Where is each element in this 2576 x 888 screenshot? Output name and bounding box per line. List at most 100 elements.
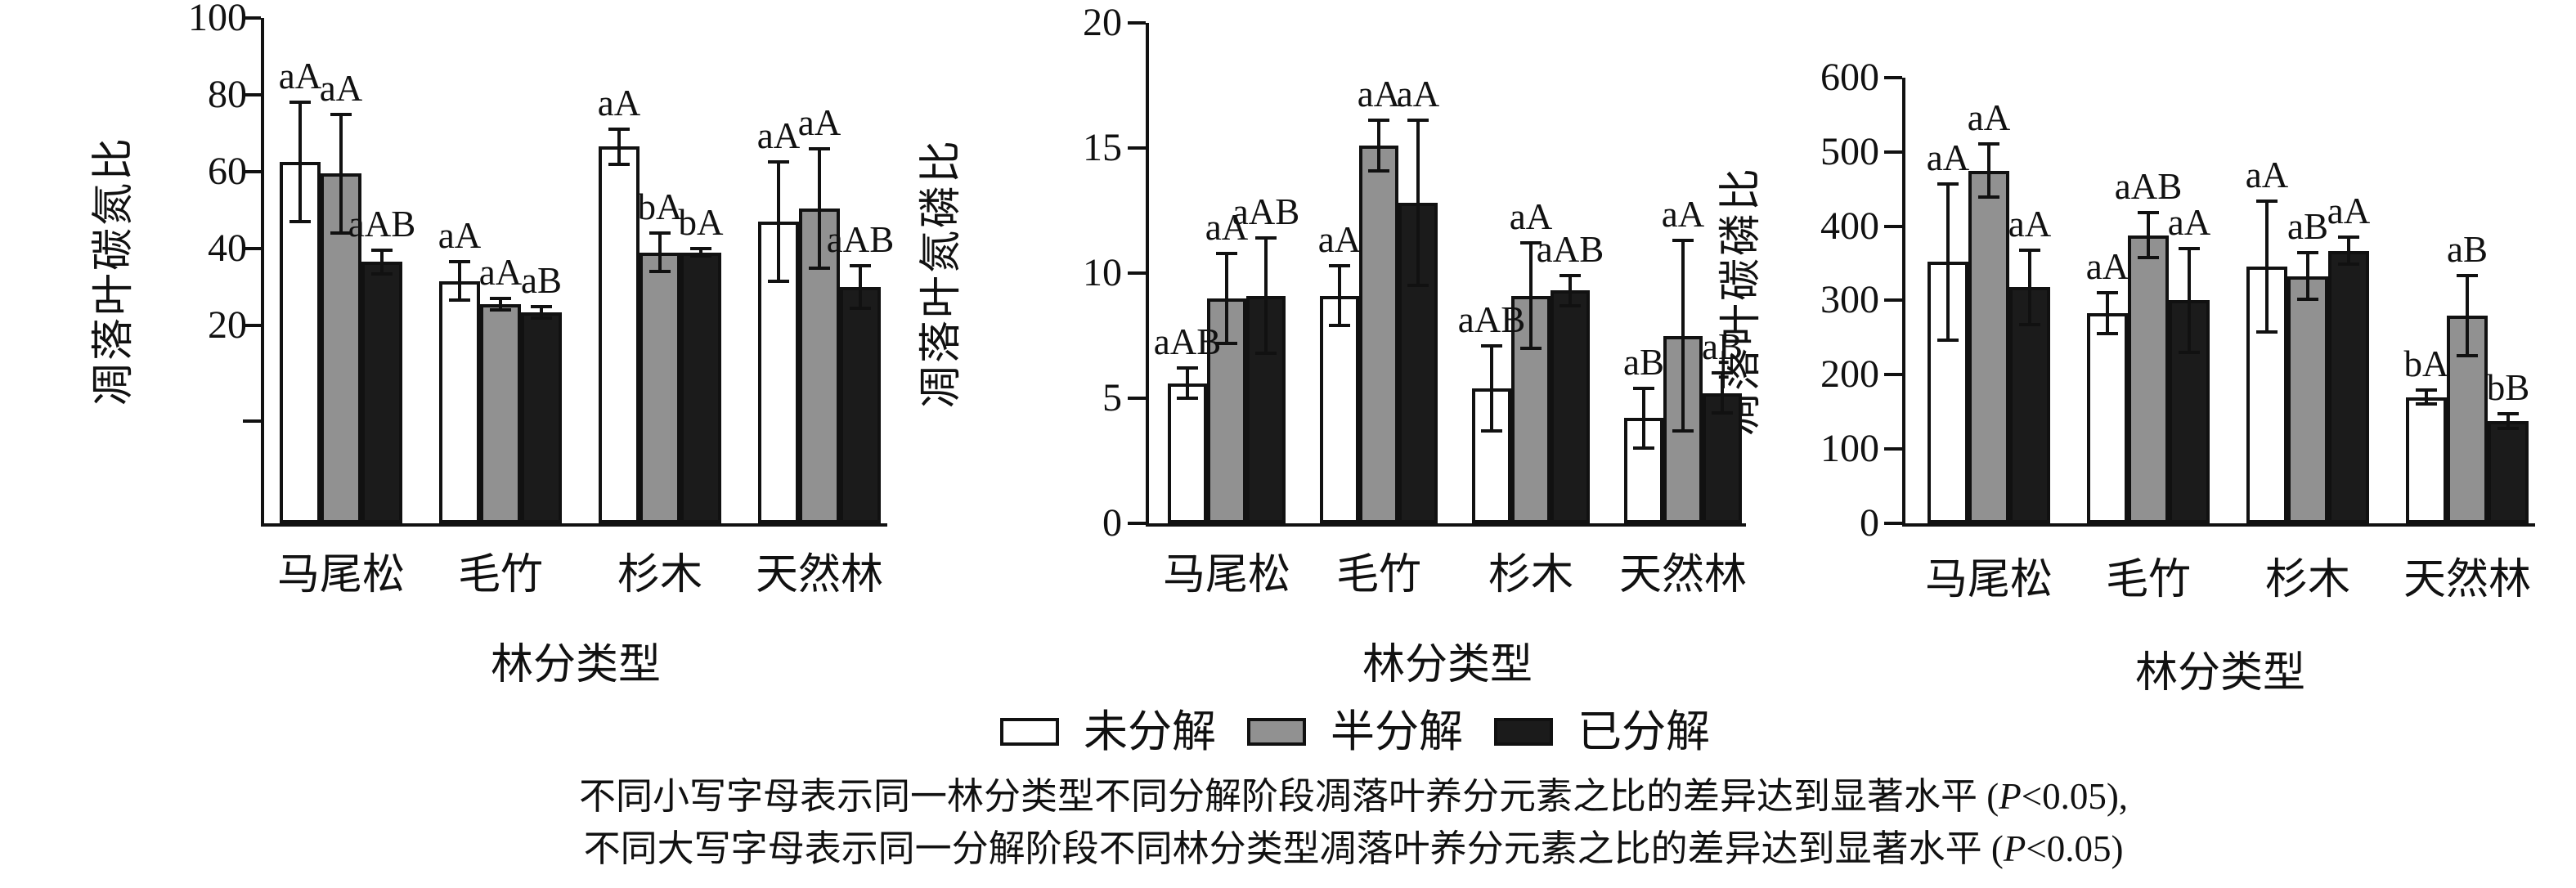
- error-bar-cap-bottom: [1255, 352, 1277, 355]
- error-bar-line: [298, 102, 302, 222]
- error-bar-cap-top: [2416, 388, 2437, 392]
- legend-swatch-white: [1000, 718, 1059, 746]
- legend-item: 未分解: [1000, 708, 1216, 756]
- category-label: 天然林: [755, 552, 883, 599]
- error-bar-line: [499, 298, 502, 310]
- significance-letters: aAB: [1457, 299, 1526, 340]
- y-tick-label: 200: [1820, 352, 1879, 396]
- error-bar-cap-top: [1560, 274, 1581, 277]
- significance-letters: aAB: [1232, 191, 1300, 232]
- y-tick-label: 20: [1083, 1, 1122, 44]
- y-axis-line: [1146, 23, 1149, 527]
- significance-letters: aA: [278, 56, 322, 96]
- error-bar-cap-top: [768, 160, 789, 164]
- error-bar-cap-top: [850, 264, 871, 267]
- error-bar-line: [777, 162, 780, 281]
- significance-letters: aAB: [1536, 229, 1604, 270]
- bar: [1168, 383, 1207, 523]
- y-tick-label: 400: [1820, 204, 1879, 248]
- error-bar-cap-bottom: [2338, 262, 2359, 266]
- error-bar-cap-bottom: [330, 231, 352, 235]
- error-bar-line: [2466, 276, 2469, 356]
- y-tick-label: 40: [208, 226, 247, 270]
- bar: [599, 146, 640, 523]
- error-bar-cap-bottom: [1216, 342, 1237, 345]
- category-label: 毛竹: [1335, 552, 1421, 599]
- x-axis-title: 林分类型: [2134, 650, 2305, 697]
- error-bar-cap-top: [1633, 387, 1654, 390]
- error-bar-line: [617, 129, 621, 164]
- y-tick-unlabeled: [243, 419, 261, 423]
- error-bar-line: [859, 266, 862, 308]
- error-bar-cap-bottom: [1520, 347, 1542, 350]
- error-bar-cap-top: [490, 297, 511, 300]
- error-bar-line: [1568, 276, 1572, 306]
- error-bar-cap-top: [1937, 182, 1959, 186]
- y-tick-label: 0: [1860, 501, 1879, 545]
- error-bar-cap-bottom: [768, 280, 789, 283]
- significance-letters: aA: [1205, 207, 1249, 248]
- error-bar-cap-bottom: [449, 298, 470, 302]
- bar: [521, 312, 562, 523]
- y-axis-title: 凋落叶氮磷比: [918, 138, 965, 409]
- significance-letters: aB: [1702, 326, 1743, 367]
- error-bar-line: [1225, 253, 1228, 343]
- bar: [1968, 171, 2009, 523]
- error-bar-cap-top: [371, 249, 393, 252]
- significance-letters: aA: [1926, 137, 1970, 178]
- y-tick-label: 500: [1820, 130, 1879, 173]
- significance-letters: aA: [1967, 97, 2011, 138]
- error-bar-line: [1946, 184, 1950, 340]
- error-bar-line: [2147, 213, 2150, 258]
- error-bar-cap-bottom: [1368, 169, 1389, 173]
- y-tick: [243, 93, 261, 96]
- y-tick: [243, 170, 261, 173]
- y-tick: [1128, 271, 1146, 275]
- error-bar-line: [658, 233, 662, 271]
- category-label: 毛竹: [2105, 557, 2191, 603]
- error-bar-cap-top: [1177, 366, 1198, 370]
- significance-letters: bA: [637, 186, 683, 227]
- x-axis-title: 林分类型: [1362, 642, 1533, 688]
- y-tick: [243, 247, 261, 250]
- bar: [680, 253, 721, 523]
- legend-swatch-black: [1494, 718, 1553, 746]
- bar: [2287, 276, 2328, 523]
- error-bar-cap-top: [531, 305, 552, 308]
- y-tick: [1884, 298, 1902, 302]
- error-bar-cap-bottom: [2457, 354, 2478, 357]
- error-bar-line: [1490, 346, 1493, 431]
- y-tick-label: 20: [208, 303, 247, 347]
- significance-letters: aAB: [2114, 166, 2183, 207]
- category-label: 毛竹: [457, 552, 543, 599]
- error-bar-line: [339, 114, 343, 233]
- significance-letters: aA: [2327, 191, 2371, 231]
- error-bar-cap-bottom: [1329, 324, 1350, 327]
- bar: [480, 304, 521, 523]
- significance-letters: aA: [1661, 194, 1705, 235]
- bar: [439, 281, 480, 523]
- category-label: 马尾松: [1924, 557, 2053, 603]
- significance-letters: aA: [797, 102, 841, 143]
- error-bar-line: [2425, 390, 2428, 404]
- y-tick-label: 600: [1820, 56, 1879, 99]
- error-bar-cap-bottom: [1560, 304, 1581, 307]
- significance-letters: aA: [597, 83, 641, 123]
- significance-letters: bA: [2403, 343, 2449, 384]
- significance-letters: aA: [1396, 74, 1440, 114]
- y-tick-label: 5: [1102, 376, 1122, 419]
- error-bar-cap-bottom: [649, 270, 671, 273]
- error-bar-cap-bottom: [1177, 397, 1198, 400]
- italic-p: P: [1999, 776, 2022, 817]
- error-bar-line: [2028, 250, 2031, 325]
- category-label: 天然林: [1618, 552, 1747, 599]
- error-bar-cap-top: [2497, 412, 2519, 415]
- error-bar-line: [2188, 249, 2191, 352]
- significance-letters: aA: [319, 68, 363, 109]
- category-label: 马尾松: [1162, 552, 1290, 599]
- error-bar-cap-bottom: [1712, 411, 1733, 415]
- legend: 未分解 半分解 已分解: [67, 708, 2576, 756]
- bar: [2087, 313, 2128, 523]
- error-bar-cap-bottom: [289, 220, 311, 223]
